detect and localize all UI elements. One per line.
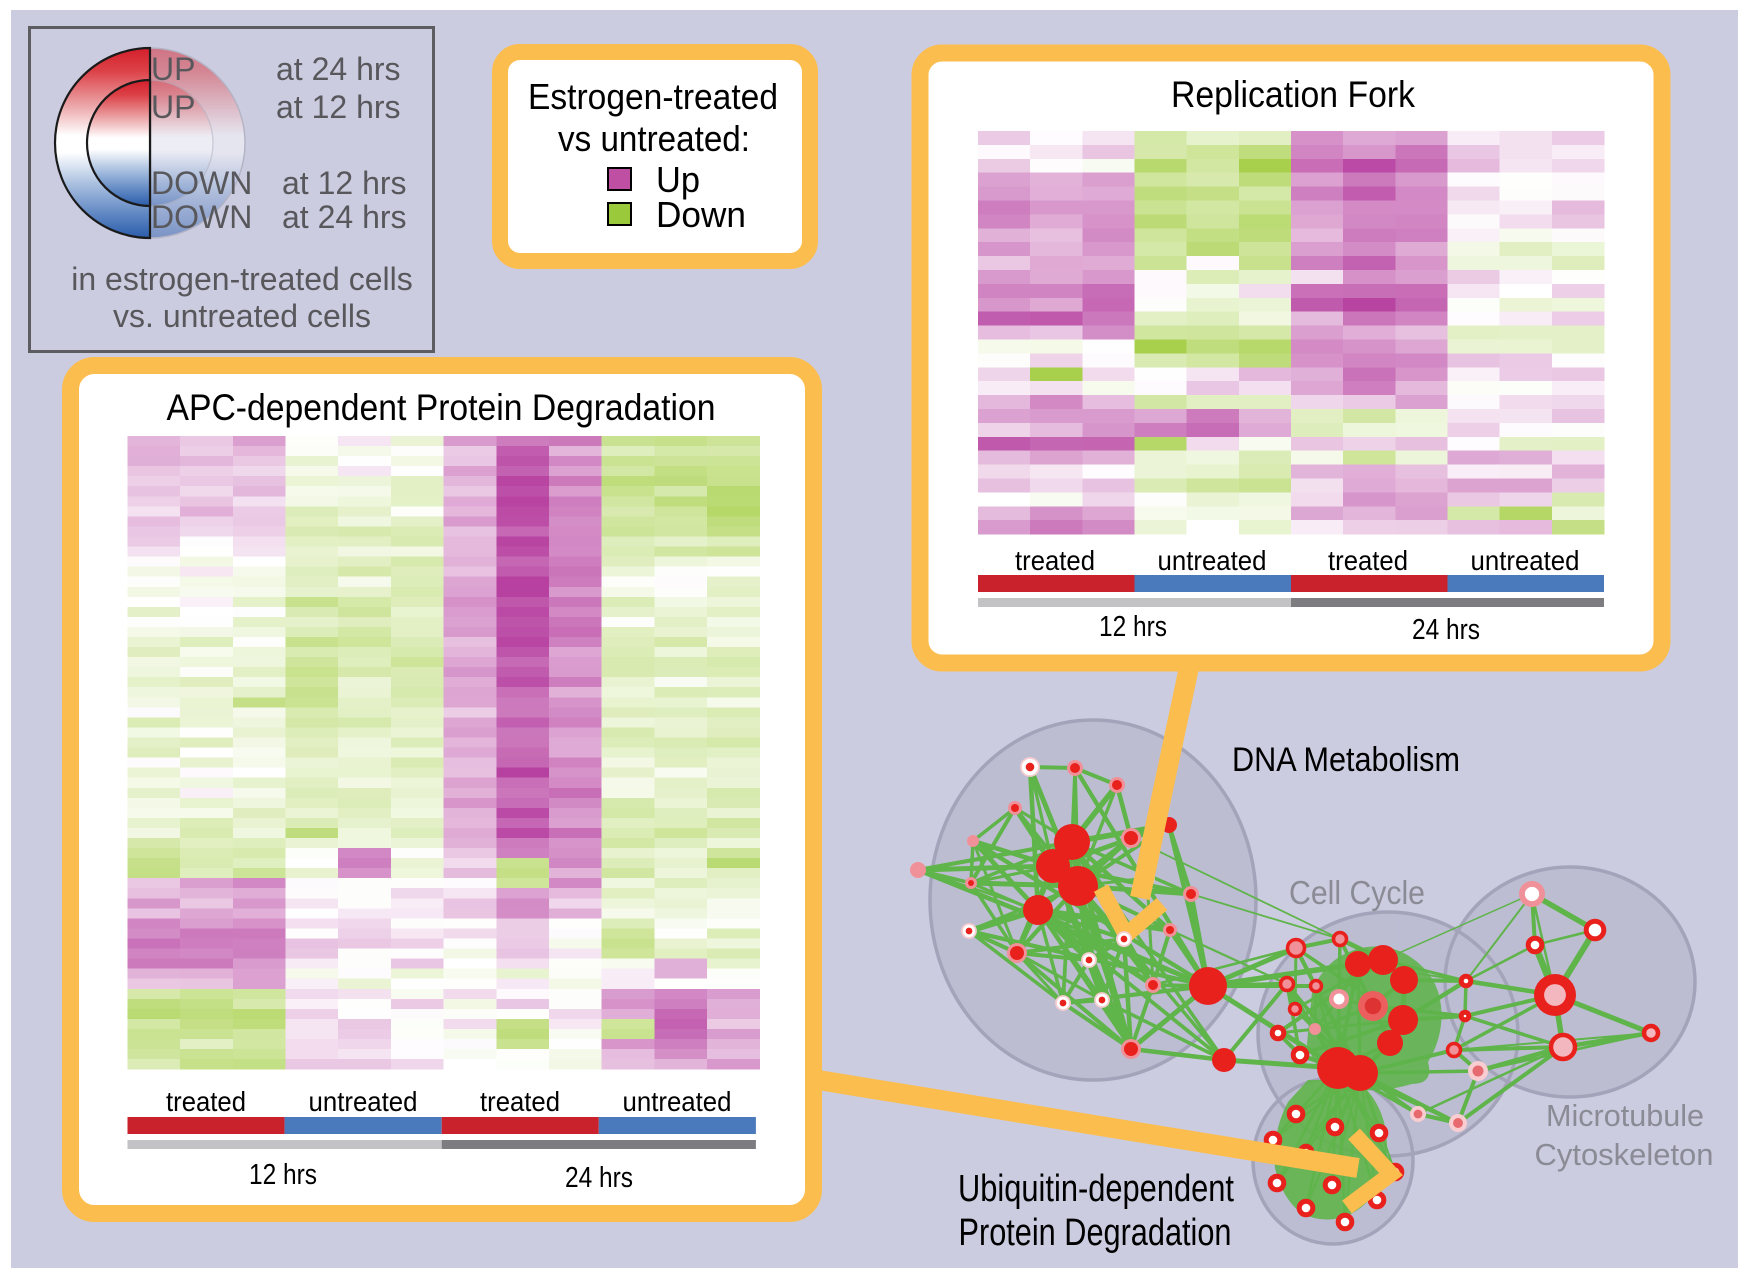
svg-text:untreated: untreated — [309, 1086, 418, 1117]
svg-text:untreated: untreated — [1158, 545, 1267, 576]
svg-text:at 12 hrs: at 12 hrs — [276, 89, 401, 125]
svg-text:Estrogen-treated: Estrogen-treated — [528, 76, 778, 117]
svg-text:at 12 hrs: at 12 hrs — [282, 165, 407, 201]
svg-text:DOWN: DOWN — [151, 199, 252, 235]
svg-text:12 hrs: 12 hrs — [1099, 611, 1167, 643]
svg-text:treated: treated — [1328, 545, 1408, 576]
svg-text:vs untreated:: vs untreated: — [558, 118, 750, 159]
svg-text:12 hrs: 12 hrs — [249, 1159, 317, 1191]
svg-text:treated: treated — [480, 1086, 560, 1117]
svg-text:DNA Metabolism: DNA Metabolism — [1232, 741, 1460, 779]
svg-text:Cell Cycle: Cell Cycle — [1289, 874, 1425, 911]
svg-text:treated: treated — [166, 1086, 246, 1117]
svg-text:Microtubule: Microtubule — [1546, 1098, 1704, 1133]
svg-text:DOWN: DOWN — [151, 165, 252, 201]
svg-text:Replication Fork: Replication Fork — [1171, 74, 1415, 115]
svg-text:at 24 hrs: at 24 hrs — [276, 51, 401, 87]
svg-text:24 hrs: 24 hrs — [565, 1162, 633, 1194]
svg-text:Protein Degradation: Protein Degradation — [959, 1212, 1232, 1254]
svg-text:Cytoskeleton: Cytoskeleton — [1535, 1137, 1714, 1172]
svg-text:treated: treated — [1015, 545, 1095, 576]
svg-text:Down: Down — [656, 194, 746, 235]
svg-text:at 24 hrs: at 24 hrs — [282, 199, 407, 235]
svg-text:APC-dependent Protein Degradat: APC-dependent Protein Degradation — [167, 387, 716, 428]
svg-text:Ubiquitin-dependent: Ubiquitin-dependent — [958, 1168, 1234, 1210]
svg-text:UP: UP — [151, 51, 195, 87]
svg-text:in estrogen-treated cells: in estrogen-treated cells — [71, 261, 413, 297]
svg-text:UP: UP — [151, 89, 195, 125]
svg-text:vs. untreated cells: vs. untreated cells — [113, 298, 371, 334]
svg-text:untreated: untreated — [623, 1086, 732, 1117]
svg-text:Up: Up — [656, 159, 700, 200]
svg-text:24 hrs: 24 hrs — [1412, 614, 1480, 646]
svg-text:untreated: untreated — [1471, 545, 1580, 576]
